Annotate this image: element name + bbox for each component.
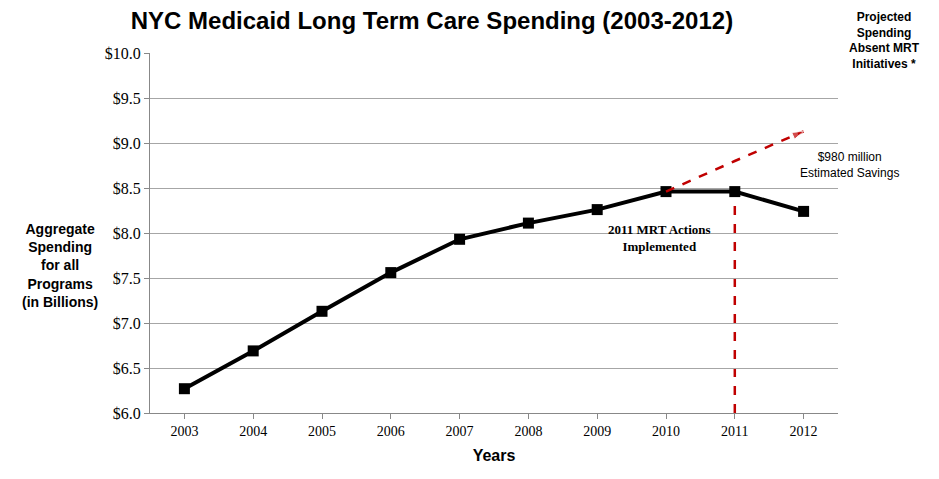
svg-text:$10.0: $10.0 (105, 45, 141, 62)
svg-text:AggregateSpendingfor allProgra: AggregateSpendingfor allPrograms(in Bill… (22, 221, 98, 310)
svg-text:NYC Medicaid Long Term Care Sp: NYC Medicaid Long Term Care Spending (20… (131, 7, 733, 34)
svg-text:2010: 2010 (652, 424, 680, 439)
svg-text:ProjectedSpendingAbsent MRTIni: ProjectedSpendingAbsent MRTInitiatives * (849, 10, 920, 71)
svg-text:$7.0: $7.0 (113, 315, 141, 332)
svg-text:2005: 2005 (308, 424, 336, 439)
svg-text:$980 millionEstimated Savings: $980 millionEstimated Savings (800, 150, 899, 180)
svg-text:2011: 2011 (721, 424, 748, 439)
svg-text:2006: 2006 (377, 424, 405, 439)
svg-text:Years: Years (473, 447, 516, 464)
svg-text:2011 MRT ActionsImplemented: 2011 MRT ActionsImplemented (608, 222, 711, 254)
svg-text:2012: 2012 (790, 424, 818, 439)
svg-text:$8.5: $8.5 (113, 180, 141, 197)
svg-text:$9.0: $9.0 (113, 135, 141, 152)
svg-text:2007: 2007 (446, 424, 474, 439)
svg-text:$9.5: $9.5 (113, 90, 141, 107)
svg-text:2004: 2004 (239, 424, 267, 439)
svg-text:$6.5: $6.5 (113, 360, 141, 377)
svg-text:2008: 2008 (514, 424, 542, 439)
svg-text:$7.5: $7.5 (113, 270, 141, 287)
svg-text:$6.0: $6.0 (113, 405, 141, 422)
svg-text:$8.0: $8.0 (113, 225, 141, 242)
svg-text:2009: 2009 (583, 424, 611, 439)
svg-text:2003: 2003 (170, 424, 198, 439)
